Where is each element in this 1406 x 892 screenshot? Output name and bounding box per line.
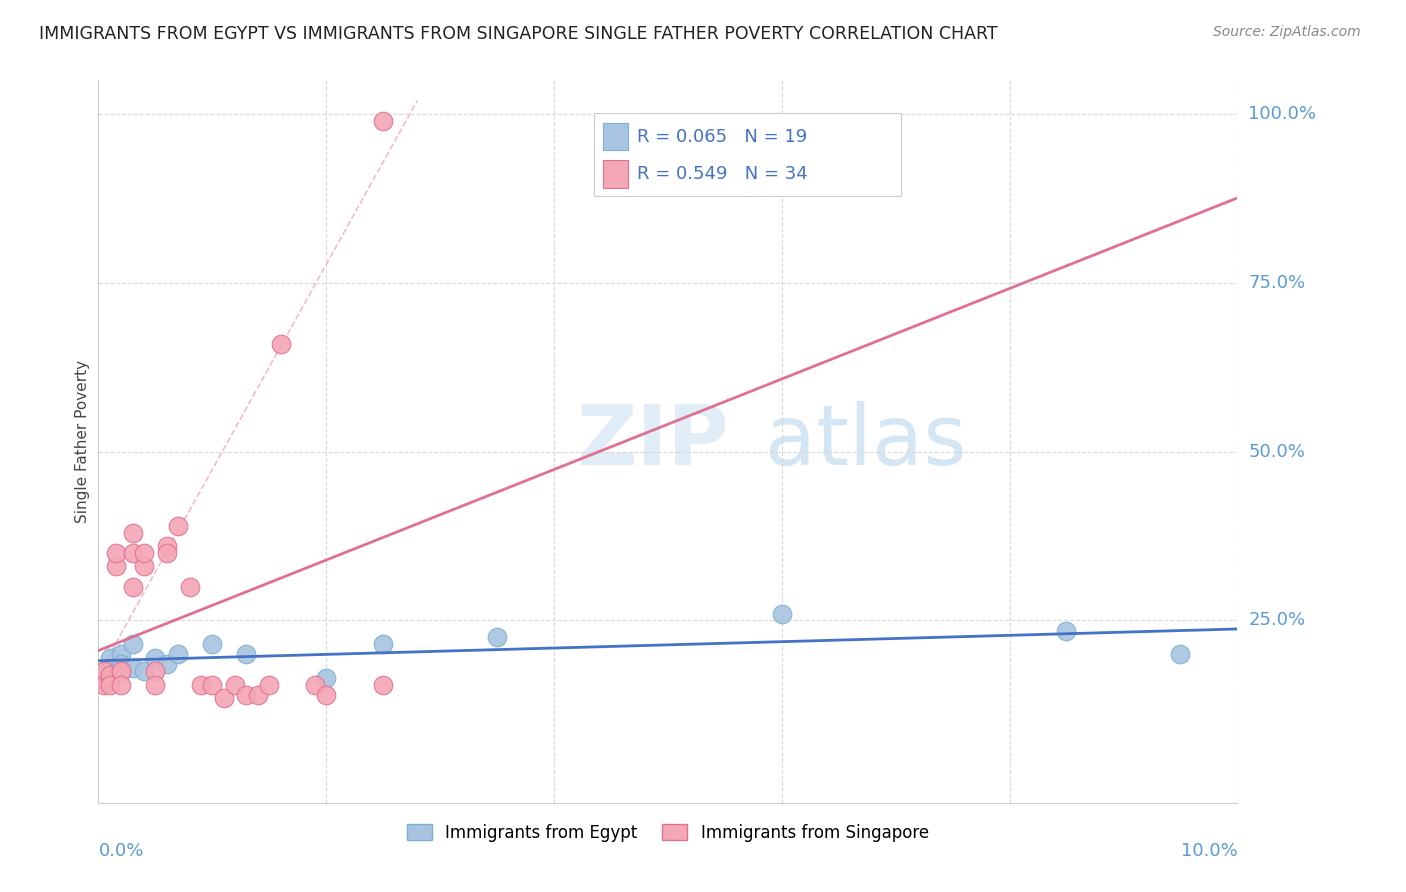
- Point: [145, 664, 167, 678]
- Point: [235, 688, 257, 702]
- Point: [315, 671, 337, 685]
- Point: [246, 688, 269, 702]
- Text: IMMIGRANTS FROM EGYPT VS IMMIGRANTS FROM SINGAPORE SINGLE FATHER POVERTY CORRELA: IMMIGRANTS FROM EGYPT VS IMMIGRANTS FROM…: [39, 25, 998, 43]
- Point: [121, 525, 143, 540]
- Point: [132, 546, 155, 560]
- Point: [98, 671, 121, 685]
- Text: R = 0.065   N = 19: R = 0.065 N = 19: [637, 128, 807, 145]
- Text: R = 0.549   N = 34: R = 0.549 N = 34: [637, 165, 808, 183]
- Point: [90, 667, 112, 681]
- Point: [190, 678, 212, 692]
- Point: [145, 678, 167, 692]
- Y-axis label: Single Father Poverty: Single Father Poverty: [75, 360, 90, 523]
- Point: [259, 678, 281, 692]
- Point: [224, 678, 246, 692]
- Point: [132, 664, 155, 678]
- Text: atlas: atlas: [765, 401, 966, 482]
- Point: [486, 631, 509, 645]
- Point: [110, 657, 132, 672]
- Point: [1056, 624, 1078, 638]
- Point: [121, 580, 143, 594]
- Bar: [603, 123, 628, 151]
- Point: [373, 678, 395, 692]
- Point: [132, 559, 155, 574]
- Legend: Immigrants from Egypt, Immigrants from Singapore: Immigrants from Egypt, Immigrants from S…: [401, 817, 935, 848]
- Point: [315, 688, 337, 702]
- Text: 100.0%: 100.0%: [1249, 105, 1316, 123]
- Point: [770, 607, 793, 621]
- Point: [110, 678, 132, 692]
- Point: [121, 661, 143, 675]
- Text: ZIP: ZIP: [576, 401, 730, 482]
- Text: 50.0%: 50.0%: [1249, 442, 1305, 460]
- Point: [104, 546, 127, 560]
- Point: [156, 657, 179, 672]
- Point: [235, 647, 257, 661]
- Text: 10.0%: 10.0%: [1181, 842, 1237, 860]
- Point: [98, 650, 121, 665]
- Point: [110, 647, 132, 661]
- Point: [145, 650, 167, 665]
- Point: [121, 637, 143, 651]
- Point: [121, 546, 143, 560]
- Point: [90, 674, 112, 689]
- Point: [212, 691, 235, 706]
- Text: 75.0%: 75.0%: [1249, 274, 1306, 292]
- Bar: [593, 112, 901, 196]
- Point: [270, 336, 292, 351]
- Point: [93, 664, 115, 678]
- Point: [373, 637, 395, 651]
- Point: [104, 559, 127, 574]
- Point: [98, 667, 121, 681]
- Point: [110, 664, 132, 678]
- Text: 0.0%: 0.0%: [98, 842, 143, 860]
- Text: 25.0%: 25.0%: [1249, 612, 1306, 630]
- Point: [93, 678, 115, 692]
- Text: Source: ZipAtlas.com: Source: ZipAtlas.com: [1213, 25, 1361, 39]
- Bar: [603, 161, 628, 188]
- Point: [304, 678, 326, 692]
- Point: [167, 519, 190, 533]
- Point: [201, 637, 224, 651]
- Point: [201, 678, 224, 692]
- Point: [156, 546, 179, 560]
- Point: [104, 664, 127, 678]
- Point: [1170, 647, 1192, 661]
- Point: [93, 664, 115, 678]
- Point: [179, 580, 201, 594]
- Point: [110, 664, 132, 678]
- Point: [373, 113, 395, 128]
- Point: [98, 678, 121, 692]
- Point: [167, 647, 190, 661]
- Point: [156, 539, 179, 553]
